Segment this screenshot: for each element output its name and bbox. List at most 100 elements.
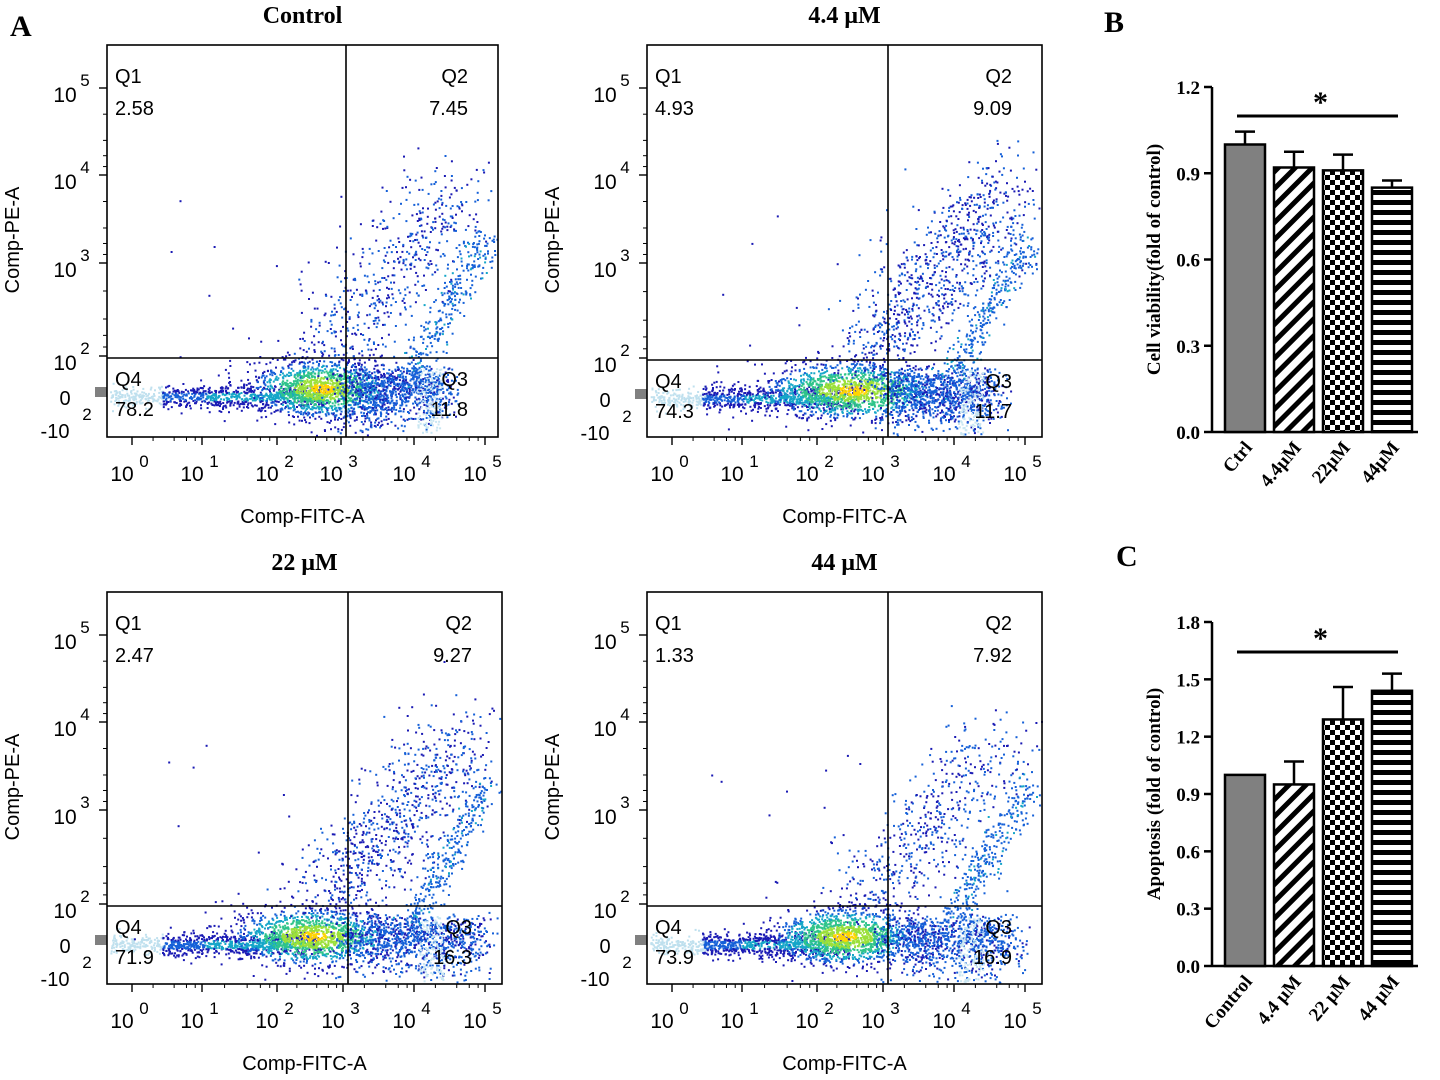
data-point [318, 396, 321, 399]
data-point [368, 339, 370, 342]
data-point [808, 386, 811, 388]
data-point [484, 244, 487, 247]
data-point [453, 380, 456, 383]
data-point [405, 220, 408, 223]
data-point [320, 417, 323, 420]
data-point [373, 391, 376, 394]
data-point [291, 361, 294, 364]
data-point [307, 399, 310, 402]
data-point [326, 409, 329, 412]
data-point [328, 354, 331, 357]
data-point [222, 393, 225, 395]
data-point [305, 412, 308, 415]
data-point [322, 394, 324, 397]
data-point [478, 253, 481, 256]
data-point [110, 391, 113, 394]
data-point [302, 365, 305, 368]
data-point [372, 385, 375, 388]
data-point [334, 313, 336, 316]
data-point [424, 393, 427, 396]
data-point [352, 412, 355, 415]
data-point [451, 217, 454, 219]
data-point [370, 421, 373, 424]
data-point [334, 392, 336, 395]
data-point [423, 366, 426, 369]
data-point [305, 408, 308, 410]
data-point [424, 381, 427, 384]
data-point [312, 413, 315, 415]
data-point [337, 398, 340, 400]
data-point [336, 379, 339, 382]
data-point [443, 175, 446, 177]
data-point [145, 407, 148, 410]
data-point [675, 403, 678, 406]
data-point [706, 396, 709, 399]
data-point [331, 405, 334, 408]
data-point [437, 287, 440, 290]
data-point [325, 365, 328, 368]
data-point [358, 362, 361, 365]
data-point [680, 409, 682, 412]
data-point [392, 402, 395, 405]
data-point [266, 400, 268, 402]
data-point [491, 256, 494, 259]
data-point [307, 374, 310, 377]
data-point [442, 350, 445, 353]
data-point [487, 252, 489, 255]
data-point [346, 370, 349, 373]
data-point [373, 389, 376, 392]
data-point [347, 329, 350, 332]
data-point [427, 395, 430, 398]
data-point [436, 411, 439, 414]
data-point [664, 412, 667, 415]
data-point [435, 383, 438, 386]
data-point [431, 377, 433, 380]
data-point [361, 386, 364, 389]
data-point [377, 316, 380, 319]
data-point [274, 378, 277, 381]
data-point [366, 416, 369, 419]
data-point [386, 286, 388, 289]
data-point [319, 390, 322, 393]
data-point [169, 399, 172, 402]
data-point [450, 280, 453, 283]
data-point [428, 377, 431, 380]
data-point [375, 326, 378, 329]
data-point [383, 247, 386, 249]
data-point [722, 389, 725, 392]
data-point [808, 402, 811, 405]
data-point [431, 373, 434, 376]
data-point [798, 385, 801, 388]
y-tick-label: 5 [80, 71, 89, 90]
data-point [361, 293, 364, 296]
data-point [438, 207, 441, 210]
data-point [295, 397, 298, 400]
data-point [437, 310, 440, 313]
data-point [462, 242, 465, 245]
data-point [142, 387, 145, 390]
data-point [291, 415, 294, 418]
data-point [775, 385, 778, 388]
data-point [748, 397, 751, 400]
data-point [174, 401, 176, 404]
data-point [350, 391, 353, 394]
data-point [451, 272, 454, 275]
data-point [354, 370, 357, 373]
data-point [269, 373, 272, 376]
data-point [752, 395, 755, 398]
data-point [708, 402, 711, 404]
data-point [237, 400, 240, 403]
data-point [479, 256, 482, 259]
data-point [320, 382, 323, 385]
data-point [713, 393, 716, 395]
data-point [332, 314, 335, 317]
data-point [422, 383, 425, 385]
data-point [437, 339, 440, 342]
data-point [120, 395, 123, 398]
data-point [300, 413, 302, 416]
data-point [810, 388, 812, 391]
data-point [429, 424, 432, 427]
data-point [290, 396, 293, 399]
data-point [431, 381, 434, 383]
quadrant-value: 7.45 [429, 98, 468, 120]
